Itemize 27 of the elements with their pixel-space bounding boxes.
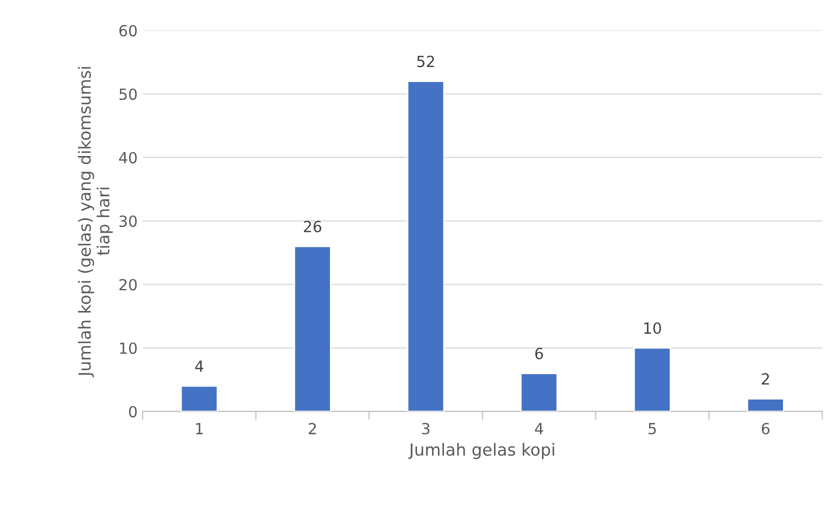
x-tick-label: 1	[196, 423, 203, 434]
x-tick-label: 4	[534, 423, 544, 434]
x-tick-label: 6	[762, 422, 770, 434]
data-label: 6	[535, 348, 543, 360]
bar	[294, 246, 332, 412]
bar	[746, 398, 784, 412]
data-label: 10	[644, 322, 662, 334]
bar	[520, 372, 558, 412]
y-tick-label: 0	[129, 406, 137, 418]
y-tick-label: 30	[119, 215, 137, 227]
data-label: 4	[195, 360, 204, 372]
x-tick-label: 2	[308, 422, 316, 434]
bar	[406, 80, 445, 412]
x-axis-title: Jumlah gelas kopi	[408, 442, 554, 460]
y-tick-label: 10	[120, 342, 137, 354]
y-tick-label: 50	[120, 88, 137, 100]
y-tick-label: 60	[119, 24, 137, 36]
y-axis-title: Jumlah kopi (gelas) yang dikomsumsi tiap hari	[78, 67, 113, 378]
x-tick-label: 5	[648, 423, 656, 434]
y-tick-label: 20	[119, 278, 137, 290]
data-label: 52	[417, 56, 434, 68]
x-tick-label: 3	[422, 422, 430, 434]
bar	[180, 385, 218, 412]
data-label: 26	[304, 220, 322, 232]
y-tick-label: 40	[119, 152, 137, 164]
bar	[634, 347, 672, 412]
data-label: 2	[762, 373, 769, 384]
